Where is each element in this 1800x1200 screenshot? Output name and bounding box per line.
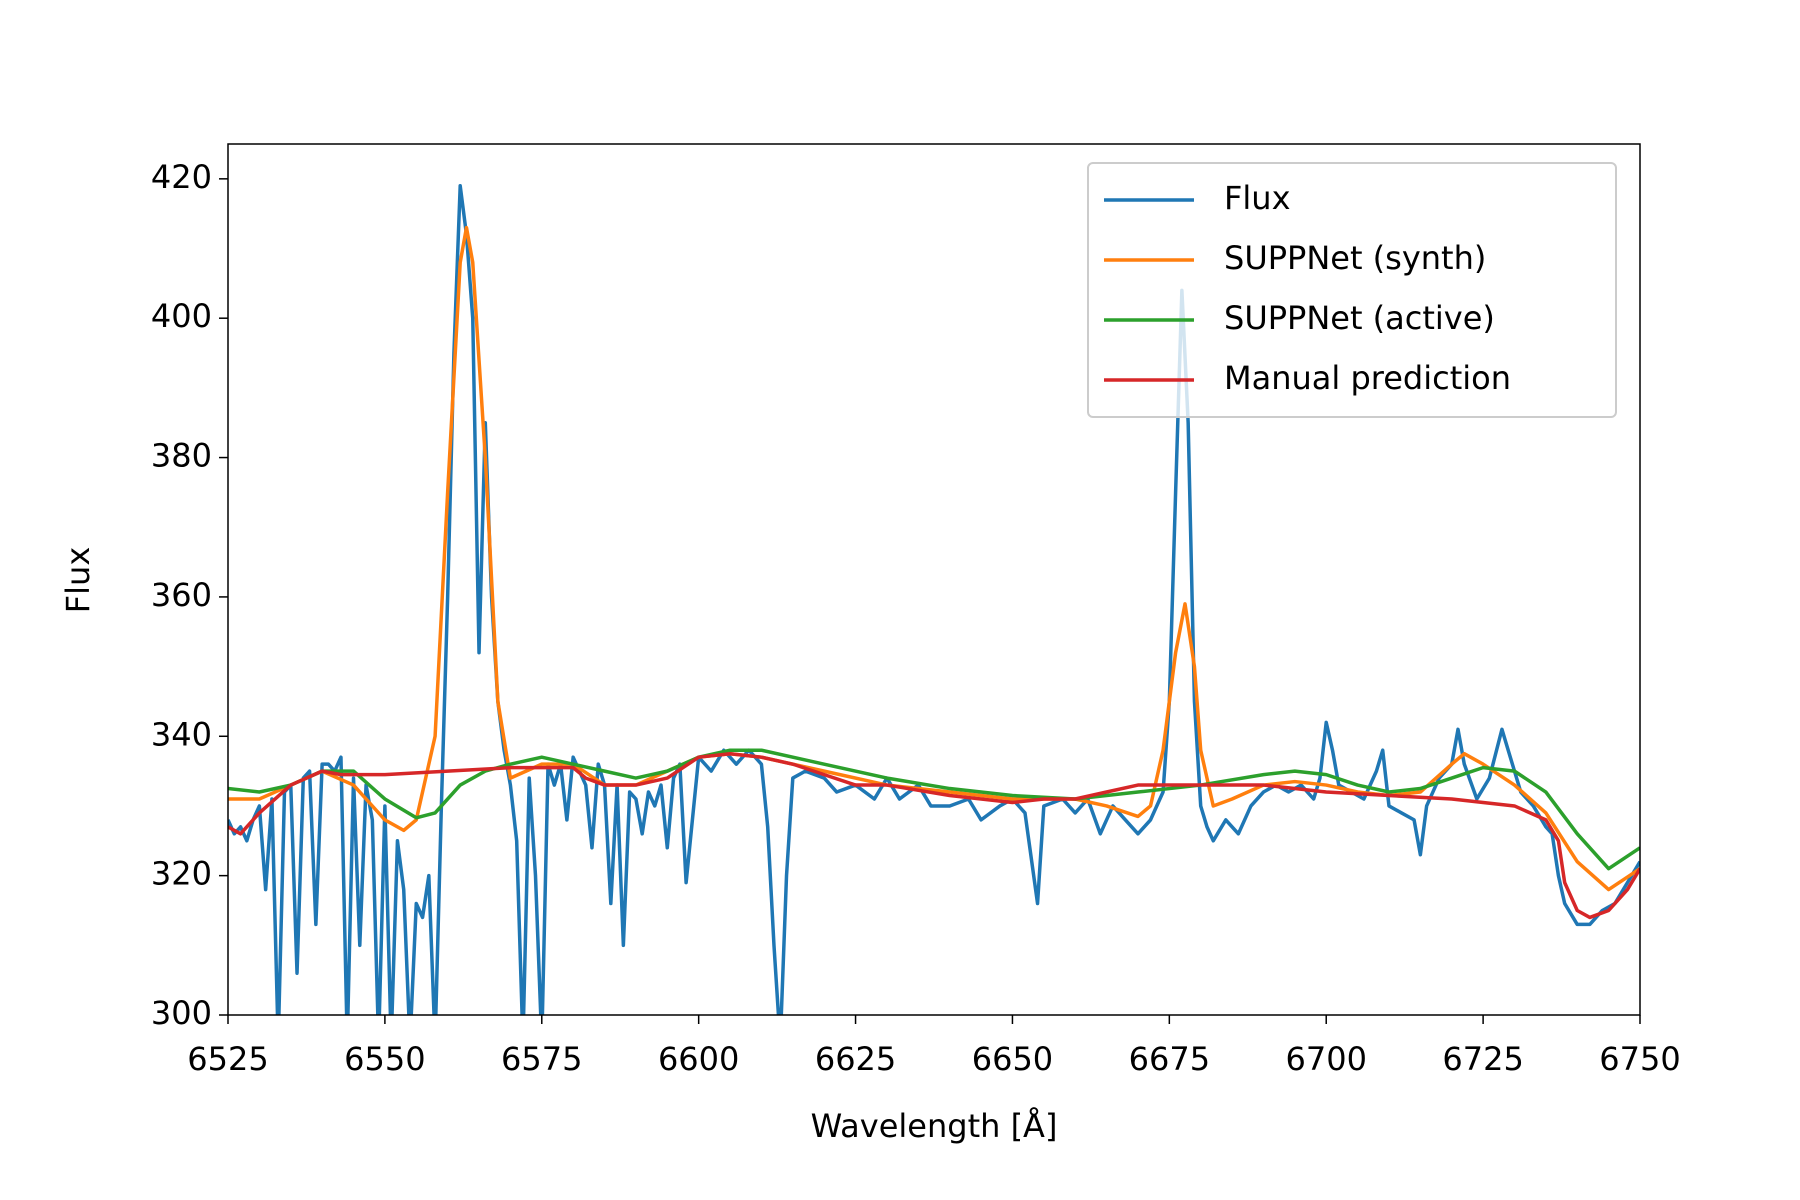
plot-area (228, 184, 1640, 1015)
legend: Flux SUPPNet (synth) SUPPNet (active) Manua… (1087, 162, 1617, 418)
y-tick-label: 380 (151, 437, 212, 475)
x-tick-label: 6550 (344, 1040, 425, 1078)
x-tick-label: 6625 (815, 1040, 896, 1078)
y-tick-label: 300 (151, 994, 212, 1032)
y-tick-label: 420 (151, 158, 212, 196)
y-tick-label: 320 (151, 855, 212, 893)
y-tick-label: 360 (151, 576, 212, 614)
legend-label: SUPPNet (active) (1224, 299, 1495, 337)
x-tick-label: 6650 (972, 1040, 1053, 1078)
x-tick-label: 6750 (1599, 1040, 1680, 1078)
x-tick-label: 6675 (1129, 1040, 1210, 1078)
x-tick-label: 6700 (1286, 1040, 1367, 1078)
legend-label: Flux (1224, 179, 1291, 217)
series-line (228, 751, 1640, 920)
x-tick-label: 6575 (501, 1040, 582, 1078)
legend-box (1087, 162, 1617, 418)
legend-label: Manual prediction (1224, 359, 1511, 397)
x-tick-label: 6525 (187, 1040, 268, 1078)
series-line (228, 184, 1640, 1015)
series-line (228, 748, 1640, 871)
x-axis-label: Wavelength [Å] (811, 1107, 1058, 1145)
legend-label: SUPPNet (synth) (1224, 239, 1486, 277)
axes-frame (227, 143, 1641, 1016)
y-axis-label: Flux (59, 547, 97, 614)
x-tick-label: 6725 (1442, 1040, 1523, 1078)
x-tick-label: 6600 (658, 1040, 739, 1078)
y-tick-label: 400 (151, 297, 212, 335)
y-tick-label: 340 (151, 715, 212, 753)
